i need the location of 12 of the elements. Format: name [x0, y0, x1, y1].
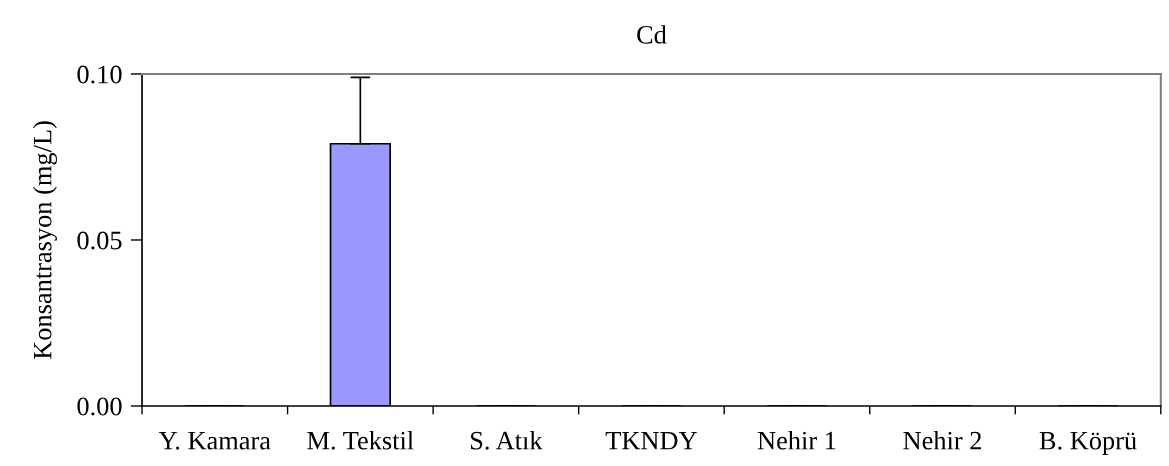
x-tick-label: Nehir 2: [903, 430, 981, 450]
x-tick-label: Nehir 1: [757, 430, 836, 450]
x-tick-label: B. Köprü: [1039, 432, 1137, 455]
x-tick-label: M. Tekstil: [307, 430, 414, 450]
x-tick-label: S. Atık: [470, 430, 543, 450]
x-tick-label: Y. Kamara: [158, 432, 271, 450]
y-tick-label: 0.00: [77, 397, 122, 416]
y-tick-label: 0.05: [77, 231, 122, 250]
x-tick-label: TKNDY: [605, 432, 697, 450]
y-axis-title: Konsantrasyon (mg/L): [32, 121, 57, 360]
chart-title: Cd: [637, 25, 667, 44]
y-tick-label: 0.10: [77, 65, 122, 84]
